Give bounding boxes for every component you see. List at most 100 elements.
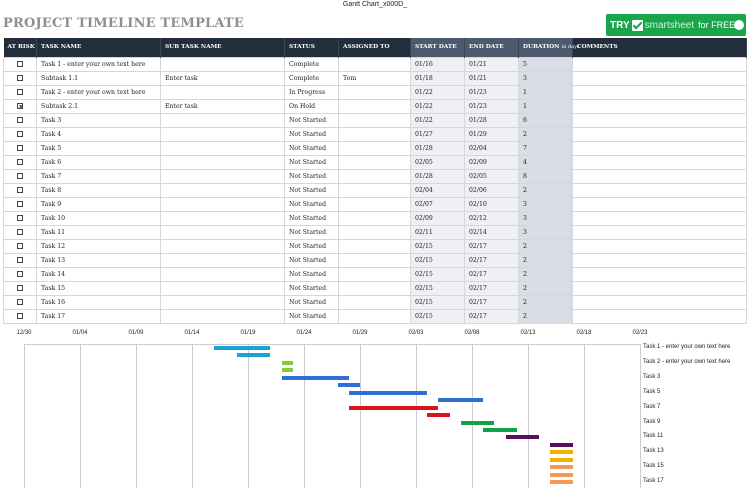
at-risk-cell[interactable] xyxy=(3,294,37,310)
duration-cell[interactable]: 3 xyxy=(518,224,573,240)
comments-cell[interactable] xyxy=(572,140,747,156)
start-date-cell[interactable]: 02/15 xyxy=(410,308,465,324)
start-date-cell[interactable]: 01/22 xyxy=(410,84,465,100)
duration-cell[interactable]: 1 xyxy=(518,98,573,114)
comments-cell[interactable] xyxy=(572,308,747,324)
task-name-cell[interactable]: Task 7 xyxy=(36,168,161,184)
duration-cell[interactable]: 2 xyxy=(518,252,573,268)
task-name-cell[interactable]: Task 9 xyxy=(36,196,161,212)
sub-task-cell[interactable] xyxy=(160,154,285,170)
start-date-cell[interactable]: 01/28 xyxy=(410,140,465,156)
assigned-to-cell[interactable] xyxy=(338,182,411,198)
start-date-cell[interactable]: 01/27 xyxy=(410,126,465,142)
status-cell[interactable]: On Hold xyxy=(284,98,339,114)
sub-task-cell[interactable] xyxy=(160,308,285,324)
at-risk-checkbox[interactable] xyxy=(17,61,23,67)
status-cell[interactable]: Not Started xyxy=(284,168,339,184)
at-risk-cell[interactable] xyxy=(3,56,37,72)
start-date-cell[interactable]: 02/07 xyxy=(410,196,465,212)
duration-cell[interactable]: 2 xyxy=(518,294,573,310)
start-date-cell[interactable]: 01/16 xyxy=(410,56,465,72)
at-risk-cell[interactable] xyxy=(3,196,37,212)
at-risk-checkbox[interactable] xyxy=(17,215,23,221)
end-date-cell[interactable]: 02/10 xyxy=(464,196,519,212)
sub-task-cell[interactable] xyxy=(160,84,285,100)
status-cell[interactable]: Not Started xyxy=(284,112,339,128)
task-name-cell[interactable]: Subtask 2.1 xyxy=(36,98,161,114)
sub-task-cell[interactable] xyxy=(160,294,285,310)
comments-cell[interactable] xyxy=(572,280,747,296)
status-cell[interactable]: Not Started xyxy=(284,238,339,254)
duration-cell[interactable]: 8 xyxy=(518,168,573,184)
assigned-to-cell[interactable] xyxy=(338,140,411,156)
end-date-cell[interactable]: 01/23 xyxy=(464,98,519,114)
at-risk-checkbox[interactable] xyxy=(17,187,23,193)
start-date-cell[interactable]: 02/04 xyxy=(410,182,465,198)
comments-cell[interactable] xyxy=(572,210,747,226)
at-risk-checkbox[interactable] xyxy=(17,131,23,137)
start-date-cell[interactable]: 02/05 xyxy=(410,154,465,170)
end-date-cell[interactable]: 01/23 xyxy=(464,84,519,100)
assigned-to-cell[interactable] xyxy=(338,224,411,240)
end-date-cell[interactable]: 02/12 xyxy=(464,210,519,226)
sub-task-cell[interactable] xyxy=(160,140,285,156)
at-risk-cell[interactable] xyxy=(3,280,37,296)
comments-cell[interactable] xyxy=(572,294,747,310)
at-risk-cell[interactable] xyxy=(3,126,37,142)
status-cell[interactable]: Complete xyxy=(284,70,339,86)
at-risk-cell[interactable] xyxy=(3,140,37,156)
start-date-cell[interactable]: 02/11 xyxy=(410,224,465,240)
duration-cell[interactable]: 1 xyxy=(518,84,573,100)
end-date-cell[interactable]: 02/17 xyxy=(464,252,519,268)
task-name-cell[interactable]: Task 6 xyxy=(36,154,161,170)
at-risk-checkbox[interactable] xyxy=(17,159,23,165)
at-risk-checkbox[interactable] xyxy=(17,243,23,249)
comments-cell[interactable] xyxy=(572,98,747,114)
comments-cell[interactable] xyxy=(572,182,747,198)
assigned-to-cell[interactable] xyxy=(338,126,411,142)
try-smartsheet-button[interactable]: TRY smartsheet for FREE xyxy=(606,14,746,36)
start-date-cell[interactable]: 01/22 xyxy=(410,112,465,128)
task-name-cell[interactable]: Task 3 xyxy=(36,112,161,128)
status-cell[interactable]: Not Started xyxy=(284,210,339,226)
end-date-cell[interactable]: 01/29 xyxy=(464,126,519,142)
assigned-to-cell[interactable] xyxy=(338,266,411,282)
start-date-cell[interactable]: 02/15 xyxy=(410,266,465,282)
end-date-cell[interactable]: 02/17 xyxy=(464,280,519,296)
start-date-cell[interactable]: 02/15 xyxy=(410,294,465,310)
end-date-cell[interactable]: 02/17 xyxy=(464,266,519,282)
assigned-to-cell[interactable] xyxy=(338,238,411,254)
assigned-to-cell[interactable] xyxy=(338,98,411,114)
duration-cell[interactable]: 3 xyxy=(518,196,573,212)
duration-cell[interactable]: 2 xyxy=(518,280,573,296)
status-cell[interactable]: Not Started xyxy=(284,280,339,296)
status-cell[interactable]: Not Started xyxy=(284,224,339,240)
at-risk-checkbox[interactable] xyxy=(17,75,23,81)
status-cell[interactable]: Not Started xyxy=(284,196,339,212)
comments-cell[interactable] xyxy=(572,84,747,100)
status-cell[interactable]: Not Started xyxy=(284,294,339,310)
end-date-cell[interactable]: 02/09 xyxy=(464,154,519,170)
comments-cell[interactable] xyxy=(572,266,747,282)
status-cell[interactable]: Not Started xyxy=(284,140,339,156)
at-risk-checkbox[interactable] xyxy=(17,201,23,207)
task-name-cell[interactable]: Task 4 xyxy=(36,126,161,142)
sub-task-cell[interactable]: Enter task xyxy=(160,98,285,114)
end-date-cell[interactable]: 02/17 xyxy=(464,294,519,310)
assigned-to-cell[interactable] xyxy=(338,168,411,184)
task-name-cell[interactable]: Task 16 xyxy=(36,294,161,310)
status-cell[interactable]: Complete xyxy=(284,56,339,72)
assigned-to-cell[interactable] xyxy=(338,196,411,212)
at-risk-cell[interactable] xyxy=(3,168,37,184)
duration-cell[interactable]: 2 xyxy=(518,266,573,282)
at-risk-checkbox[interactable] xyxy=(17,257,23,263)
at-risk-cell[interactable] xyxy=(3,266,37,282)
task-name-cell[interactable]: Task 15 xyxy=(36,280,161,296)
sub-task-cell[interactable] xyxy=(160,196,285,212)
sub-task-cell[interactable] xyxy=(160,210,285,226)
task-name-cell[interactable]: Task 1 - enter your own text here xyxy=(36,56,161,72)
start-date-cell[interactable]: 02/15 xyxy=(410,280,465,296)
task-name-cell[interactable]: Task 8 xyxy=(36,182,161,198)
sub-task-cell[interactable] xyxy=(160,224,285,240)
at-risk-checkbox[interactable] xyxy=(17,271,23,277)
